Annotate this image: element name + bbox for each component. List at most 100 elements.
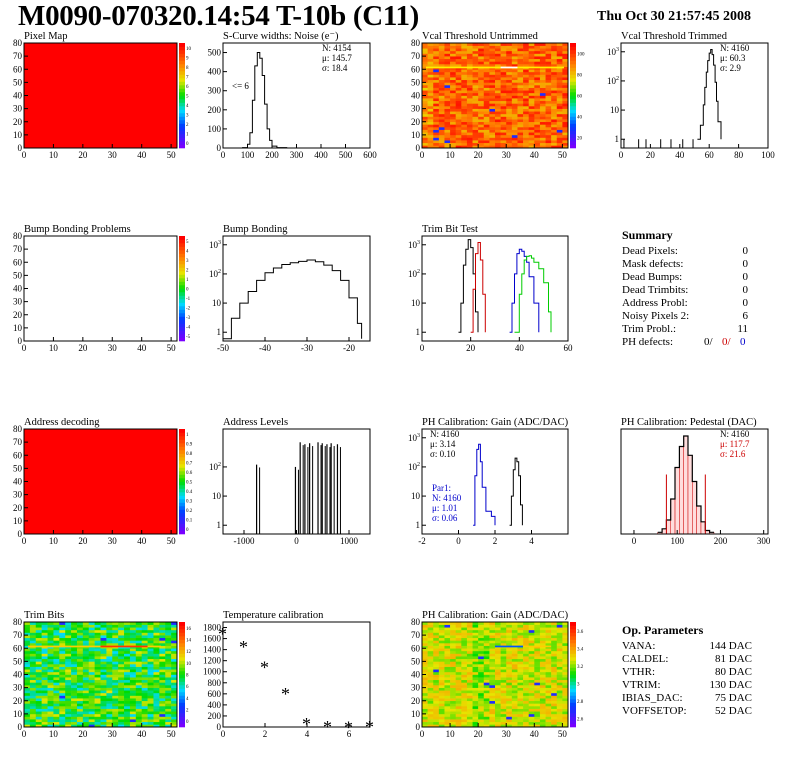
heatmap-cell <box>112 656 119 660</box>
heatmap-cell <box>76 632 84 636</box>
palette-tick-label: 6 <box>186 85 189 90</box>
heatmap-cell <box>545 71 552 75</box>
heatmap-cell <box>466 95 473 99</box>
heatmap-cell <box>517 653 524 657</box>
palette-tick-label: 40 <box>577 116 583 121</box>
y-tick-label: 103 <box>209 240 221 250</box>
heatmap-cell <box>124 624 131 628</box>
heatmap-cell <box>47 679 54 683</box>
heatmap-cell <box>478 698 485 702</box>
heatmap-cell <box>124 682 131 686</box>
heatmap-cell <box>545 132 552 136</box>
heatmap-cell <box>455 666 462 670</box>
heatmap-cell <box>489 79 496 83</box>
op-param-value: 81 DAC <box>715 653 752 665</box>
summary-row: Dead Pixels: 0 <box>622 245 748 258</box>
heatmap-cell <box>478 98 485 102</box>
heatmap-cell <box>461 71 468 75</box>
palette-tick-label: 2 <box>186 709 189 714</box>
heatmap-cell <box>495 711 501 715</box>
heatmap-cell <box>534 721 541 725</box>
heatmap-cell <box>106 653 113 657</box>
heatmap-cell <box>466 106 473 109</box>
heatmap-cell <box>506 103 513 107</box>
heatmap-cell <box>472 82 479 86</box>
tick-exponent: 2 <box>218 269 221 275</box>
heatmap-cell <box>506 113 513 117</box>
heatmap-cell <box>472 637 479 641</box>
heatmap-cell <box>517 103 524 107</box>
x-tick-label: 40 <box>530 150 540 160</box>
heatmap-cell <box>153 703 160 707</box>
heatmap-cell <box>433 671 440 675</box>
heatmap-cell <box>135 653 142 657</box>
heatmap-cell <box>551 56 558 60</box>
heatmap-cell <box>147 703 154 707</box>
heatmap-cell <box>455 121 462 125</box>
heatmap-cell <box>24 624 31 628</box>
heatmap-cell <box>118 685 125 688</box>
heatmap-cell <box>466 650 473 654</box>
heatmap-cell <box>528 643 535 646</box>
heatmap-cell <box>489 640 496 644</box>
heatmap-cell <box>528 82 535 86</box>
heatmap-cell <box>523 643 529 646</box>
heatmap-cell <box>517 58 524 62</box>
heatmap-cell <box>466 653 473 657</box>
heatmap-cell <box>500 653 507 657</box>
heatmap-cell <box>466 706 473 709</box>
heatmap-cell <box>65 682 72 686</box>
x-tick-label: 10 <box>49 150 59 160</box>
heatmap-cell <box>427 50 434 54</box>
heatmap-cell <box>466 666 473 670</box>
heatmap-cell <box>88 708 95 712</box>
heatmap-cell <box>545 679 552 683</box>
heatmap-cell <box>551 692 558 696</box>
heatmap-cell <box>562 629 569 633</box>
heatmap-cell <box>556 632 563 636</box>
heatmap-cell <box>118 713 125 717</box>
heatmap-cell <box>147 682 154 686</box>
heatmap-cell <box>556 134 563 138</box>
heatmap-cell <box>35 671 42 675</box>
heatmap-cell <box>556 622 563 625</box>
heatmap-cell <box>94 635 101 639</box>
heatmap-cell <box>450 687 456 691</box>
heatmap-cell <box>551 627 558 631</box>
palette-step <box>179 650 185 654</box>
heatmap-cell <box>495 679 501 683</box>
heatmap-cell <box>135 640 142 644</box>
heatmap-cell <box>472 632 479 636</box>
heatmap-cell <box>466 48 473 52</box>
heatmap-cell <box>24 658 31 662</box>
heatmap-cell <box>41 677 48 681</box>
heatmap-cell <box>489 53 496 57</box>
heatmap-cell <box>489 708 496 712</box>
heatmap-cell <box>489 679 496 683</box>
heatmap-cell <box>461 95 468 99</box>
heatmap-cell <box>159 661 166 665</box>
heatmap-cell <box>427 111 434 115</box>
heatmap-cell <box>500 713 507 717</box>
heatmap-cell <box>24 690 31 694</box>
heatmap-cell <box>88 658 95 662</box>
heatmap-cell <box>500 679 507 683</box>
heatmap-cell <box>511 624 518 628</box>
heatmap-cell <box>53 719 60 723</box>
heatmap-cell <box>562 56 569 60</box>
y-tick-label: 80 <box>411 38 421 48</box>
heatmap-cell <box>100 669 107 673</box>
heatmap-fill <box>24 429 177 534</box>
heatmap-cell <box>489 692 496 696</box>
heatmap-cell <box>478 127 485 130</box>
x-tick-label: 60 <box>564 343 574 353</box>
heatmap-cell <box>106 716 113 720</box>
heatmap-cell <box>100 624 107 628</box>
plot-frame <box>620 42 769 149</box>
heatmap-cell <box>106 648 113 652</box>
palette-step <box>570 639 576 644</box>
heatmap-cell <box>556 69 563 73</box>
heatmap-cell <box>118 700 125 704</box>
heatmap-cell <box>551 658 558 662</box>
heatmap-cell <box>438 113 445 117</box>
